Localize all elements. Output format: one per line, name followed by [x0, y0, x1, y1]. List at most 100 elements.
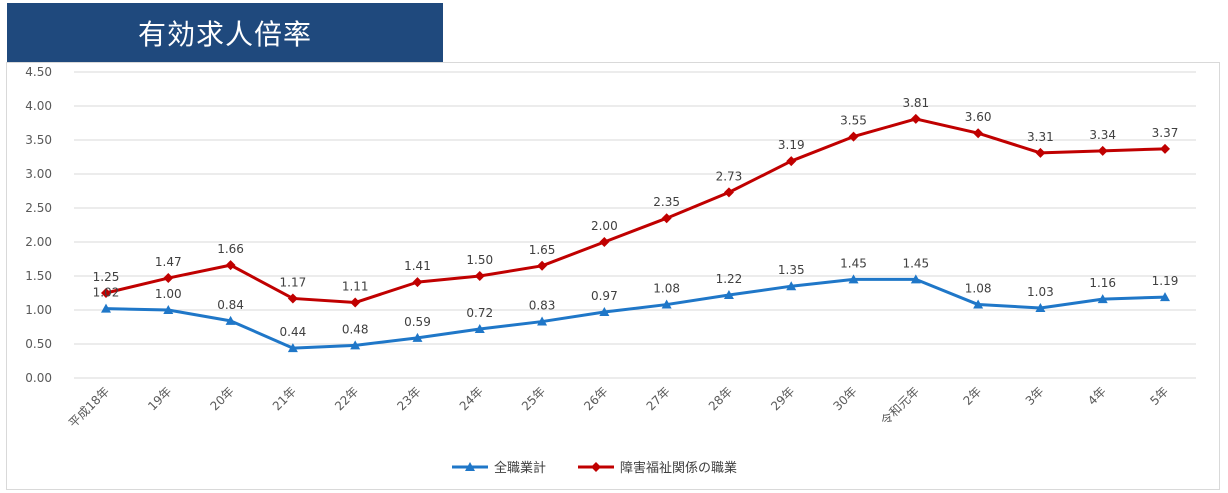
data-point-triangle — [225, 315, 236, 325]
data-point-triangle — [1160, 292, 1170, 302]
data-label: 0.72 — [466, 306, 493, 320]
x-tick-label: 30年 — [830, 384, 859, 413]
x-tick-label: 20年 — [208, 384, 237, 413]
data-point-diamond — [848, 131, 859, 142]
data-label: 3.34 — [1089, 128, 1116, 142]
y-axis-ticks: 0.00 0.50 1.00 1.50 2.00 2.50 3.00 3.50 4.00 4.50 — [25, 65, 52, 385]
data-point-triangle — [163, 305, 174, 314]
x-tick-label: 5年 — [1147, 384, 1171, 408]
data-label: 1.17 — [280, 275, 307, 289]
y-tick-label: 1.50 — [25, 269, 52, 283]
data-point-triangle — [1035, 302, 1046, 312]
y-tick-label: 3.50 — [25, 133, 52, 147]
data-label: 1.08 — [965, 282, 992, 296]
x-tick-label: 平成18年 — [66, 384, 112, 430]
grid-layer — [74, 71, 1196, 379]
data-point-triangle — [537, 316, 548, 326]
data-label: 1.66 — [217, 242, 244, 256]
data-point-diamond — [599, 237, 610, 247]
x-tick-label: 27年 — [644, 384, 673, 413]
y-tick-label: 4.00 — [25, 99, 52, 113]
data-point-triangle — [1097, 294, 1108, 304]
data-point-diamond — [101, 288, 111, 298]
data-point-triangle — [350, 340, 361, 350]
data-point-diamond — [1097, 145, 1108, 156]
data-label: 2.00 — [591, 219, 618, 233]
data-labels: 1.02 1.00 0.84 0.44 0.48 0.59 0.72 0.83 0.97 1.08… — [93, 96, 1179, 339]
data-point-diamond — [1160, 143, 1170, 154]
data-label: 2.73 — [716, 169, 743, 183]
x-tick-label: 令和元年 — [877, 384, 922, 429]
data-point-diamond — [163, 273, 174, 284]
data-label: 1.45 — [840, 256, 867, 270]
data-label: 1.25 — [93, 270, 120, 284]
y-tick-label: 2.50 — [25, 201, 52, 215]
data-point-triangle — [786, 281, 797, 291]
y-tick-label: 3.00 — [25, 167, 52, 181]
data-point-triangle — [474, 324, 485, 334]
x-tick-label: 26年 — [581, 384, 610, 413]
x-tick-label: 3年 — [1023, 384, 1047, 408]
data-label: 3.60 — [965, 110, 992, 124]
series-line-welfare-occupations — [105, 117, 1166, 305]
data-label: 0.59 — [404, 315, 431, 329]
data-point-diamond — [591, 462, 601, 472]
data-point-diamond — [910, 113, 921, 124]
series-line-all-occupations — [105, 277, 1166, 350]
data-label: 1.16 — [1089, 276, 1116, 290]
x-tick-label: 2年 — [960, 384, 984, 408]
data-point-triangle — [412, 332, 423, 342]
x-tick-label: 24年 — [457, 384, 486, 413]
data-label: 1.19 — [1152, 274, 1179, 288]
data-label: 1.47 — [155, 255, 182, 269]
x-tick-label: 4年 — [1085, 384, 1109, 408]
data-point-diamond — [350, 297, 361, 308]
y-tick-label: 0.00 — [25, 371, 52, 385]
data-label: 1.22 — [716, 272, 743, 286]
data-point-diamond — [973, 128, 984, 139]
data-label: 1.11 — [342, 280, 369, 294]
y-tick-label: 4.50 — [25, 65, 52, 79]
data-label: 1.35 — [778, 263, 805, 277]
data-label: 0.83 — [529, 299, 556, 313]
data-label: 0.44 — [280, 325, 307, 339]
legend-label: 障害福祉関係の職業 — [620, 460, 737, 476]
data-point-diamond — [1035, 147, 1046, 158]
data-label: 3.31 — [1027, 130, 1054, 144]
data-point-diamond — [225, 260, 236, 271]
data-point-diamond — [287, 293, 298, 304]
data-point-diamond — [412, 277, 423, 288]
x-tick-label: 25年 — [519, 384, 548, 413]
data-point-triangle — [661, 299, 672, 309]
data-label: 3.37 — [1152, 126, 1179, 140]
x-tick-label: 29年 — [768, 384, 797, 413]
data-label: 1.02 — [93, 286, 120, 300]
y-tick-label: 1.00 — [25, 303, 52, 317]
data-label: 1.65 — [529, 243, 556, 257]
data-label: 0.97 — [591, 289, 618, 303]
data-label: 3.81 — [902, 96, 929, 110]
x-tick-label: 21年 — [270, 384, 299, 413]
data-point-triangle — [599, 307, 610, 317]
data-point-triangle — [287, 343, 298, 353]
x-tick-label: 28年 — [706, 384, 735, 413]
y-tick-label: 0.50 — [25, 337, 52, 351]
data-label: 0.84 — [217, 298, 244, 312]
y-tick-label: 2.00 — [25, 235, 52, 249]
data-point-diamond — [723, 187, 734, 198]
x-axis-ticks: 平成18年 19年 20年 21年 22年 23年 24年 25年 26年 27年 28年 29年 30… — [66, 384, 1171, 431]
data-point-triangle — [723, 290, 734, 300]
data-label: 1.03 — [1027, 285, 1054, 299]
data-point-triangle — [101, 303, 111, 313]
data-label: 1.41 — [404, 259, 431, 273]
data-label: 1.08 — [653, 282, 680, 296]
data-label: 1.00 — [155, 287, 182, 301]
data-point-triangle — [465, 462, 475, 471]
legend: 全職業計 障害福祉関係の職業 — [452, 460, 737, 476]
data-point-diamond — [537, 260, 548, 271]
data-point-triangle — [973, 299, 984, 309]
series-layer — [101, 113, 1170, 353]
legend-label: 全職業計 — [494, 460, 546, 476]
chart-title: 有効求人倍率 — [7, 3, 443, 62]
